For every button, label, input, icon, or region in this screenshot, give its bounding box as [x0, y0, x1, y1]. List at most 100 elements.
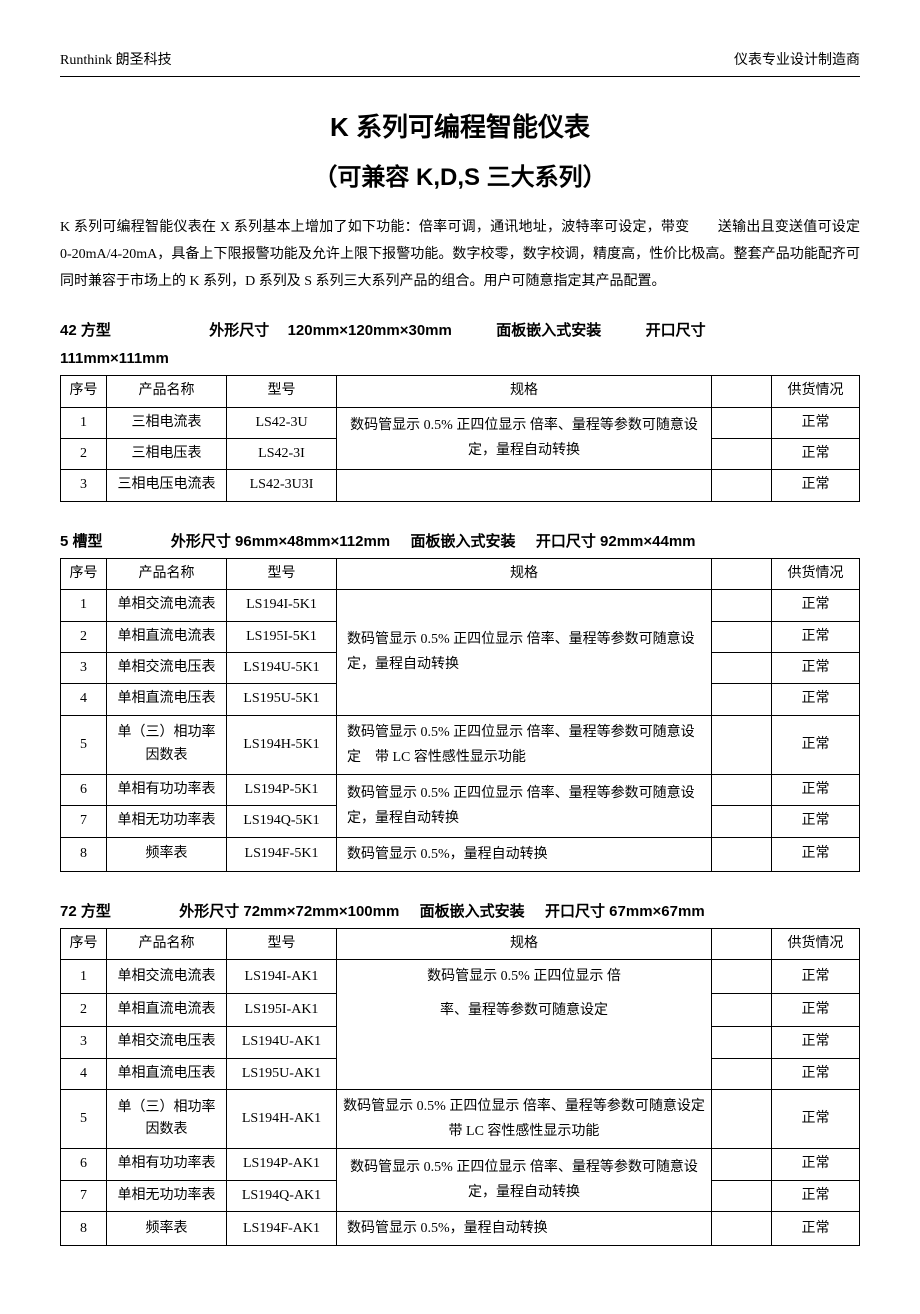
- section-label: 42 方型: [60, 322, 111, 339]
- section-label: 72 方型: [60, 903, 111, 920]
- cell-supply: 正常: [772, 1090, 860, 1149]
- table-row: 1 三相电流表 LS42-3U 数码管显示 0.5% 正四位显示 倍率、量程等参…: [61, 407, 860, 438]
- cell-seq: 7: [61, 1180, 107, 1211]
- cell-supply: 正常: [772, 837, 860, 871]
- col-spec: 规格: [337, 929, 712, 960]
- cell-blank: [712, 1149, 772, 1180]
- mount-label: 面板嵌入式安装: [410, 533, 515, 550]
- col-seq: 序号: [61, 929, 107, 960]
- cell-blank: [712, 1180, 772, 1211]
- cell-blank: [712, 1058, 772, 1089]
- cell-blank: [712, 470, 772, 501]
- col-model: 型号: [227, 558, 337, 589]
- cell-name: 单相直流电流表: [107, 621, 227, 652]
- cell-spec: 数码管显示 0.5%，量程自动转换: [337, 837, 712, 871]
- col-blank: [712, 558, 772, 589]
- cell-seq: 7: [61, 806, 107, 837]
- intro-paragraph: K 系列可编程智能仪表在 X 系列基本上增加了如下功能：倍率可调，通讯地址，波特…: [60, 215, 860, 295]
- cell-name: 三相电压表: [107, 438, 227, 469]
- cell-model: LS42-3I: [227, 438, 337, 469]
- cell-spec: 数码管显示 0.5% 正四位显示 倍率、量程等参数可随意设定，量程自动转换: [337, 407, 712, 470]
- col-blank: [712, 929, 772, 960]
- cell-supply: 正常: [772, 1149, 860, 1180]
- cell-blank: [712, 994, 772, 1027]
- cell-blank: [712, 407, 772, 438]
- cell-model: LS194F-5K1: [227, 837, 337, 871]
- cell-seq: 5: [61, 715, 107, 774]
- cell-supply: 正常: [772, 621, 860, 652]
- cell-supply: 正常: [772, 806, 860, 837]
- page-header: Runthink 朗圣科技 仪表专业设计制造商: [60, 50, 860, 77]
- cell-seq: 6: [61, 1149, 107, 1180]
- cell-seq: 2: [61, 438, 107, 469]
- cell-name: 单相交流电流表: [107, 960, 227, 994]
- table-row: 8 频率表 LS194F-AK1 数码管显示 0.5%，量程自动转换 正常: [61, 1212, 860, 1246]
- cell-spec: 数码管显示 0.5%，量程自动转换: [337, 1212, 712, 1246]
- col-supply: 供货情况: [772, 376, 860, 407]
- cell-seq: 3: [61, 652, 107, 683]
- mount-label: 面板嵌入式安装: [420, 903, 525, 920]
- table-row: 5 单（三）相功率因数表 LS194H-AK1 数码管显示 0.5% 正四位显示…: [61, 1090, 860, 1149]
- cutout-label: 开口尺寸: [646, 322, 706, 339]
- cell-blank: [712, 438, 772, 469]
- table-header-row: 序号 产品名称 型号 规格 供货情况: [61, 558, 860, 589]
- dimension-label: 外形尺寸 72mm×72mm×100mm: [179, 903, 399, 920]
- cell-name: 单相有功功率表: [107, 775, 227, 806]
- cell-blank: [712, 837, 772, 871]
- cell-name: 单相无功功率表: [107, 1180, 227, 1211]
- table-row: 5 单（三）相功率因数表 LS194H-5K1 数码管显示 0.5% 正四位显示…: [61, 715, 860, 774]
- cell-model: LS194U-AK1: [227, 1027, 337, 1058]
- cell-blank: [712, 1212, 772, 1246]
- cell-supply: 正常: [772, 590, 860, 621]
- cell-supply: 正常: [772, 1027, 860, 1058]
- title-main: K 系列可编程智能仪表: [60, 107, 860, 149]
- section-72-heading: 72 方型 外形尺寸 72mm×72mm×100mm 面板嵌入式安装 开口尺寸 …: [60, 900, 860, 924]
- mount-label: 面板嵌入式安装: [496, 322, 601, 339]
- col-seq: 序号: [61, 558, 107, 589]
- cell-supply: 正常: [772, 407, 860, 438]
- cell-name: 单相无功功率表: [107, 806, 227, 837]
- cutout-label: 开口尺寸 92mm×44mm: [536, 533, 696, 550]
- col-seq: 序号: [61, 376, 107, 407]
- cell-spec: 数码管显示 0.5% 正四位显示 倍率、量程等参数可随意设定 带 LC 容性感性…: [337, 715, 712, 774]
- cell-name: 单相交流电流表: [107, 590, 227, 621]
- cell-model: LS194H-AK1: [227, 1090, 337, 1149]
- col-model: 型号: [227, 376, 337, 407]
- header-right: 仪表专业设计制造商: [734, 50, 860, 72]
- cell-name: 单相交流电压表: [107, 652, 227, 683]
- cell-model: LS42-3U3I: [227, 470, 337, 501]
- cell-name: 单（三）相功率因数表: [107, 715, 227, 774]
- cell-spec: [337, 1058, 712, 1089]
- table-row: 8 频率表 LS194F-5K1 数码管显示 0.5%，量程自动转换 正常: [61, 837, 860, 871]
- cell-spec: 数码管显示 0.5% 正四位显示 倍率、量程等参数可随意设定 带 LC 容性感性…: [337, 1090, 712, 1149]
- cell-blank: [712, 960, 772, 994]
- col-supply: 供货情况: [772, 558, 860, 589]
- cell-blank: [712, 652, 772, 683]
- section-label: 5 槽型: [60, 533, 103, 550]
- table-row: 1 单相交流电流表 LS194I-5K1 数码管显示 0.5% 正四位显示 倍率…: [61, 590, 860, 621]
- cell-model: LS195I-AK1: [227, 994, 337, 1027]
- cell-supply: 正常: [772, 684, 860, 715]
- table-row: 4 单相直流电压表 LS195U-AK1 正常: [61, 1058, 860, 1089]
- col-blank: [712, 376, 772, 407]
- cell-name: 频率表: [107, 837, 227, 871]
- table-row: 1 单相交流电流表 LS194I-AK1 数码管显示 0.5% 正四位显示 倍 …: [61, 960, 860, 994]
- cell-name: 单相直流电压表: [107, 684, 227, 715]
- cell-name: 单（三）相功率因数表: [107, 1090, 227, 1149]
- cell-supply: 正常: [772, 715, 860, 774]
- cell-model: LS42-3U: [227, 407, 337, 438]
- cell-seq: 1: [61, 407, 107, 438]
- cell-seq: 4: [61, 1058, 107, 1089]
- dimension-label: 外形尺寸: [209, 322, 269, 339]
- cell-spec: [337, 470, 712, 501]
- cell-blank: [712, 621, 772, 652]
- cell-name: 频率表: [107, 1212, 227, 1246]
- cell-model: LS194F-AK1: [227, 1212, 337, 1246]
- cell-blank: [712, 715, 772, 774]
- cell-seq: 6: [61, 775, 107, 806]
- table-72: 序号 产品名称 型号 规格 供货情况 1 单相交流电流表 LS194I-AK1 …: [60, 928, 860, 1246]
- title-sub: （可兼容 K,D,S 三大系列）: [60, 159, 860, 197]
- cell-model: LS195U-AK1: [227, 1058, 337, 1089]
- cell-blank: [712, 806, 772, 837]
- cell-model: LS194H-5K1: [227, 715, 337, 774]
